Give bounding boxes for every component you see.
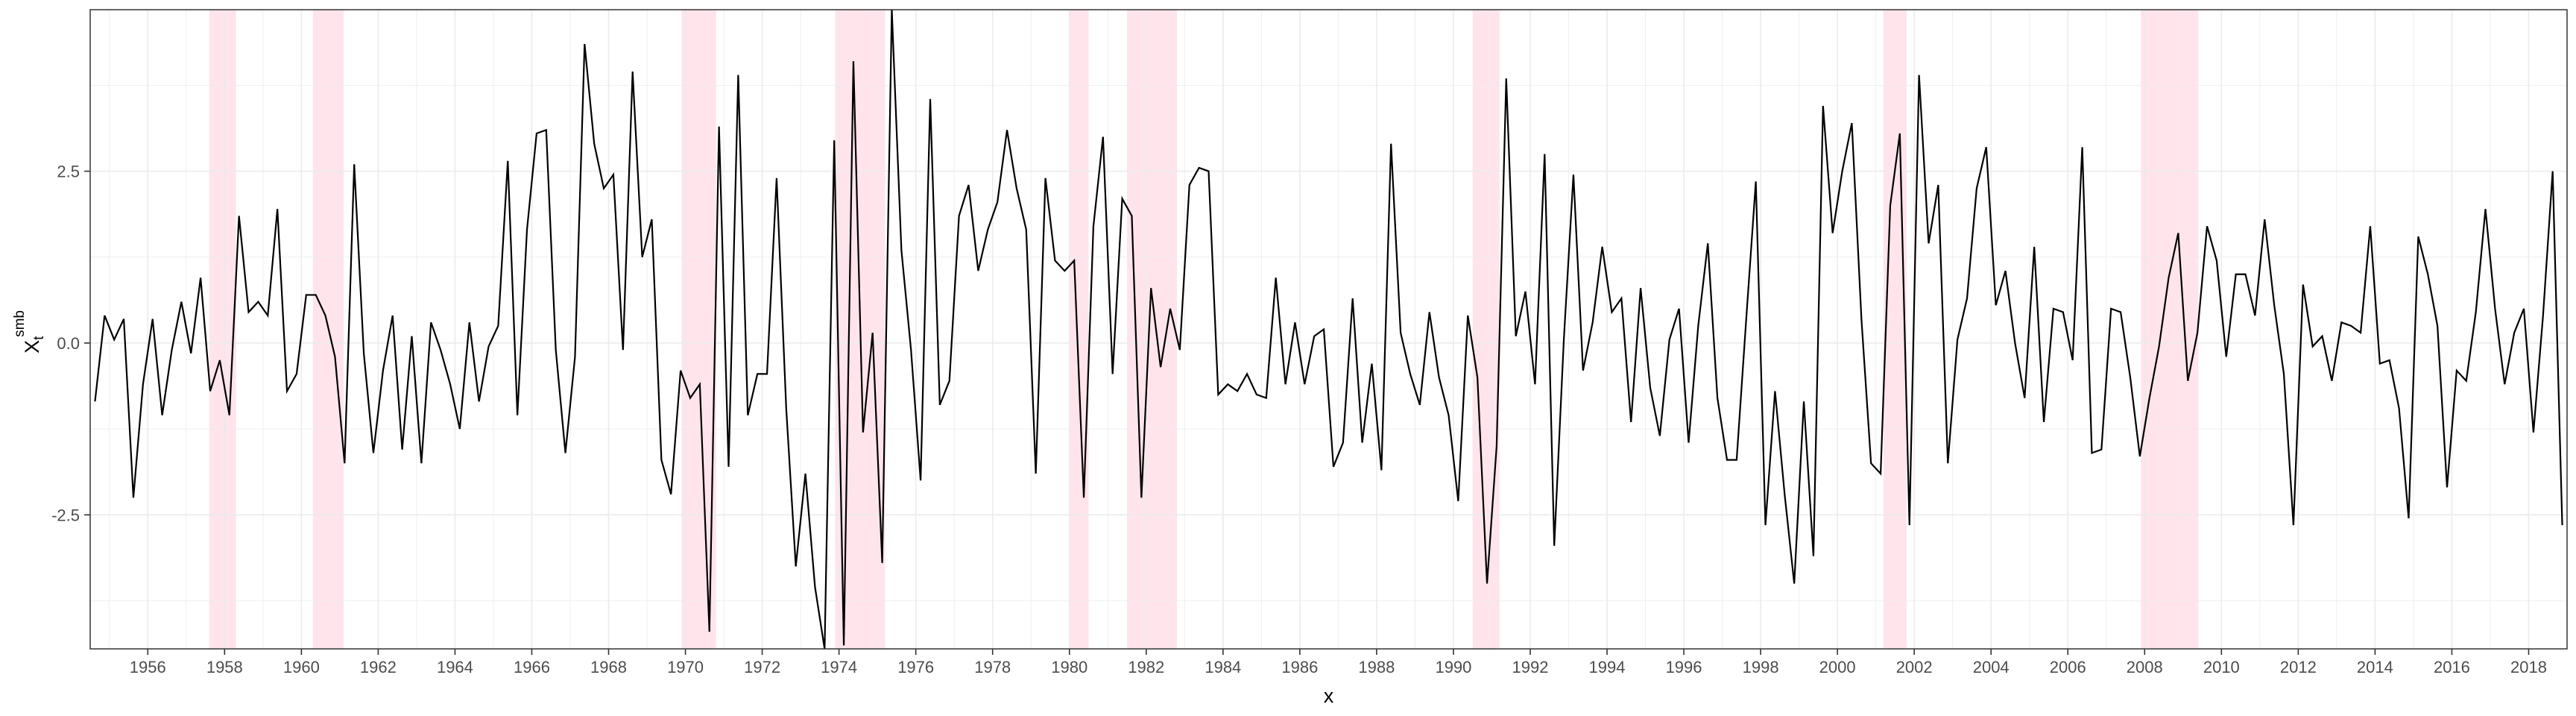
x-tick-label: 2018 [2510,658,2547,676]
x-tick-label: 1958 [206,658,243,676]
x-tick-label: 1986 [1281,658,1318,676]
recession-band-4 [1069,10,1089,649]
x-tick-label: 1978 [974,658,1011,676]
x-tick-label: 2010 [2203,658,2240,676]
x-axis-title: x [1324,685,1334,707]
recession-band-8 [2141,10,2199,649]
x-tick-label: 1970 [667,658,704,676]
y-tick-label: 0.0 [57,334,80,353]
x-tick-label: 2016 [2434,658,2470,676]
x-tick-label: 2014 [2357,658,2393,676]
y-axis-title-base: X [21,340,43,354]
x-tick-label: 1968 [590,658,627,676]
recession-band-7 [1883,10,1907,649]
x-tick-label: 1964 [437,658,473,676]
x-tick-label: 2012 [2280,658,2317,676]
x-tick-label: 1976 [897,658,934,676]
recession-band-0 [209,10,236,649]
x-tick-label: 1980 [1051,658,1087,676]
x-tick-label: 2002 [1896,658,1933,676]
x-tick-label: 1990 [1435,658,1471,676]
x-tick-label: 2004 [1973,658,2010,676]
grid-lines [90,10,2567,649]
x-tick-label: 1996 [1666,658,1702,676]
recession-band-5 [1127,10,1177,649]
series-line-0 [94,10,2563,649]
x-tick-label: 1956 [130,658,166,676]
x-tick-label: 1972 [744,658,780,676]
y-tick-label: -2.5 [51,506,80,524]
x-tick-label: 1982 [1128,658,1164,676]
x-tick-label: 1994 [1589,658,1626,676]
recession-shading [209,10,2199,649]
y-tick-label: 2.5 [57,163,80,181]
x-tick-label: 1998 [1743,658,1779,676]
x-tick-label: 1962 [360,658,397,676]
x-tick-label: 2000 [1819,658,1856,676]
y-axis-tick-labels: -2.5 0.0 2.5 [51,163,80,525]
x-tick-label: 1984 [1205,658,1241,676]
plot-panel-border [89,9,2568,650]
x-axis-tick-labels: 1956 1958 1960 1962 1964 1966 1968 1970 1972 1974… [130,658,2547,676]
x-tick-label: 1992 [1512,658,1549,676]
series-line-layer [94,10,2563,649]
x-tick-label: 2008 [2127,658,2163,676]
y-axis-title: X smb t [12,310,47,354]
x-tick-label: 1966 [514,658,550,676]
recession-band-6 [1472,10,1500,649]
x-tick-label: 2006 [2050,658,2086,676]
y-axis-title-subscript: t [31,336,47,340]
y-axis-title-superscript: smb [12,310,28,337]
axis-ticks [84,170,2530,655]
x-tick-label: 1960 [283,658,320,676]
x-tick-label: 1988 [1358,658,1395,676]
x-tick-label: 1974 [821,658,857,676]
